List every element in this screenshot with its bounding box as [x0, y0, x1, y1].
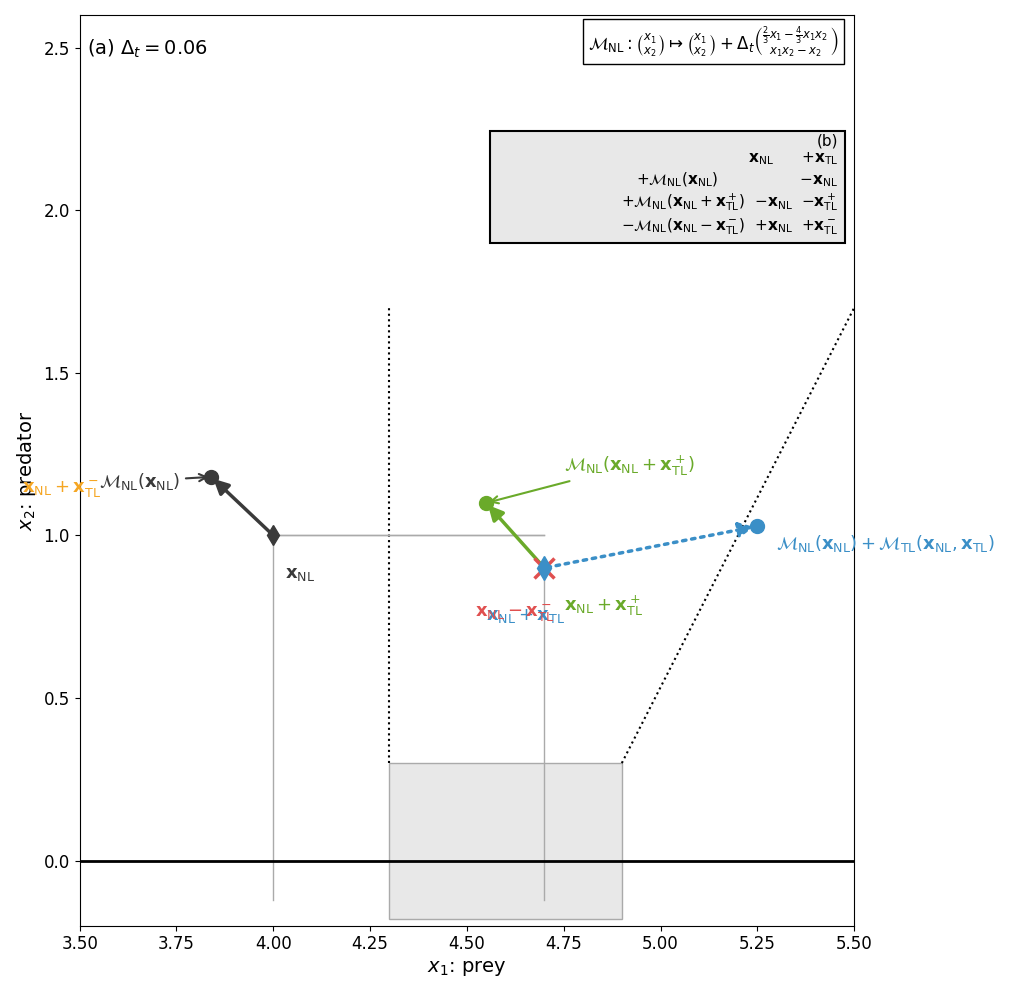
X-axis label: $x_1$: prey: $x_1$: prey: [427, 959, 507, 978]
Text: $\mathbf{x}_{\mathrm{NL}} - \mathbf{x}_{\mathrm{TL}}^-$: $\mathbf{x}_{\mathrm{NL}} - \mathbf{x}_{…: [474, 603, 554, 624]
Text: $\mathbf{x}_{\mathrm{NL}} + \mathbf{x}_{\mathrm{TL}}^-$: $\mathbf{x}_{\mathrm{NL}} + \mathbf{x}_{…: [21, 480, 101, 500]
Text: (b)
                                                    $\mathbf{x}_{\mathrm{NL}: (b) $\mathbf{x}_{\mathrm{NL}: [496, 133, 838, 236]
Text: $\mathbf{x}_{\mathrm{NL}} + \mathbf{x}_{\mathrm{TL}}$: $\mathbf{x}_{\mathrm{NL}} + \mathbf{x}_{…: [486, 607, 565, 625]
Text: $\mathcal{M}_{\mathrm{NL}}(\mathbf{x}_{\mathrm{NL}})$: $\mathcal{M}_{\mathrm{NL}}(\mathbf{x}_{\…: [99, 471, 206, 492]
Text: $\mathbf{x}_{\mathrm{NL}} + \mathbf{x}_{\mathrm{TL}}^+$: $\mathbf{x}_{\mathrm{NL}} + \mathbf{x}_{…: [564, 593, 643, 618]
Bar: [389, 763, 622, 920]
Text: $\mathcal{M}_{\mathrm{NL}} : \binom{x_1}{x_2} \mapsto \binom{x_1}{x_2} + \Delta_: $\mathcal{M}_{\mathrm{NL}} : \binom{x_1}…: [588, 24, 838, 59]
Text: $\mathbf{x}_{\mathrm{NL}}$: $\mathbf{x}_{\mathrm{NL}}$: [285, 565, 315, 583]
Y-axis label: $x_2$: predator: $x_2$: predator: [15, 410, 38, 530]
Text: $\mathcal{M}_{\mathrm{NL}}(\mathbf{x}_{\mathrm{NL}}) + \mathcal{M}_{\mathrm{TL}}: $\mathcal{M}_{\mathrm{NL}}(\mathbf{x}_{\…: [776, 533, 995, 554]
Text: (a) $\Delta_t = 0.06$: (a) $\Delta_t = 0.06$: [88, 38, 208, 60]
Text: $\mathcal{M}_{\mathrm{NL}}(\mathbf{x}_{\mathrm{NL}} + \mathbf{x}_{\mathrm{TL}}^+: $\mathcal{M}_{\mathrm{NL}}(\mathbf{x}_{\…: [491, 454, 695, 503]
